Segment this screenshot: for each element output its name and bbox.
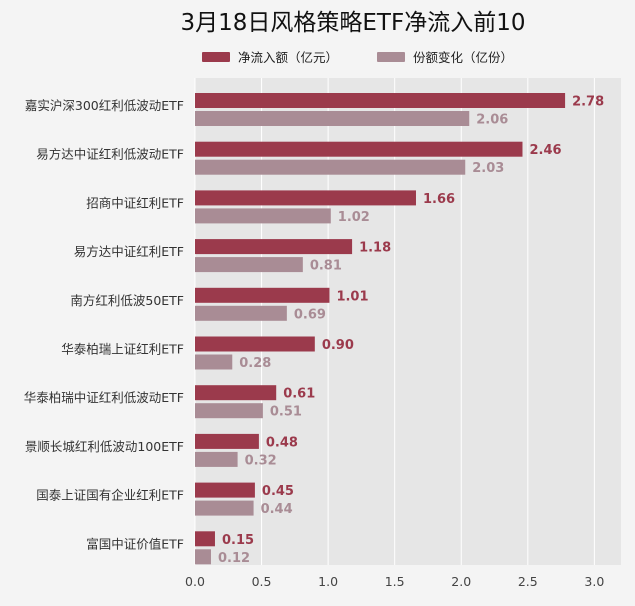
- inflow-value-label-3: 1.18: [359, 241, 391, 256]
- legend-swatch-share: [377, 52, 405, 62]
- inflow-bar-0: [195, 93, 566, 108]
- inflow-value-label-7: 0.48: [266, 435, 298, 450]
- x-tick-label-3: 1.5: [385, 574, 405, 589]
- category-label-6: 华泰柏瑞中证红利低波动ETF: [24, 390, 184, 405]
- inflow-value-label-8: 0.45: [262, 484, 294, 499]
- category-label-4: 南方红利低波50ETF: [70, 293, 184, 308]
- share-bar-4: [195, 305, 287, 321]
- chart-title: 3月18日风格策略ETF净流入前10: [181, 10, 526, 36]
- inflow-bar-5: [195, 336, 315, 352]
- share-value-label-2: 1.02: [338, 210, 370, 225]
- x-tick-label-0: 0.0: [185, 574, 205, 589]
- x-tick-label-4: 2.0: [451, 574, 471, 589]
- x-tick-label-5: 2.5: [518, 574, 538, 589]
- inflow-value-label-9: 0.15: [222, 533, 254, 548]
- share-value-label-9: 0.12: [218, 551, 250, 566]
- share-value-label-8: 0.44: [261, 502, 293, 517]
- share-bar-7: [195, 451, 238, 467]
- share-value-label-4: 0.69: [294, 307, 326, 322]
- category-label-9: 富国中证价值ETF: [86, 536, 184, 551]
- category-label-8: 国泰上证国有企业红利ETF: [36, 488, 184, 503]
- share-value-label-5: 0.28: [239, 356, 271, 371]
- legend-label-share: 份额变化（亿份）: [413, 50, 513, 65]
- legend: 净流入额（亿元） 份额变化（亿份）: [202, 50, 513, 65]
- inflow-value-label-1: 2.46: [529, 143, 561, 158]
- inflow-bar-1: [195, 141, 523, 157]
- share-bar-2: [195, 208, 331, 224]
- inflow-bar-2: [195, 190, 416, 206]
- inflow-bar-6: [195, 385, 277, 401]
- share-value-label-6: 0.51: [270, 405, 302, 420]
- share-bar-0: [195, 111, 470, 126]
- inflow-value-label-5: 0.90: [322, 338, 354, 353]
- category-label-1: 易方达中证红利低波动ETF: [36, 147, 184, 162]
- inflow-value-label-6: 0.61: [283, 387, 315, 402]
- inflow-bar-7: [195, 433, 259, 449]
- x-tick-label-6: 3.0: [584, 574, 604, 589]
- x-tick-label-1: 0.5: [252, 574, 272, 589]
- legend-label-inflow: 净流入额（亿元）: [238, 50, 338, 65]
- category-label-3: 易方达中证红利ETF: [74, 244, 184, 259]
- inflow-value-label-4: 1.01: [336, 289, 368, 304]
- inflow-value-label-0: 2.78: [572, 95, 604, 110]
- plot-area: [195, 78, 621, 565]
- share-bar-6: [195, 403, 263, 419]
- share-bar-8: [195, 500, 254, 516]
- bars: [195, 93, 566, 565]
- x-axis-ticks: 0.0 0.5 1.0 1.5 2.0 2.5 3.0: [185, 574, 604, 589]
- category-label-7: 景顺长城红利低波动100ETF: [25, 439, 184, 454]
- share-bar-5: [195, 354, 233, 370]
- inflow-bar-3: [195, 239, 353, 255]
- share-bar-1: [195, 159, 466, 175]
- share-bar-9: [195, 549, 211, 565]
- share-value-label-7: 0.32: [245, 453, 277, 468]
- share-bar-3: [195, 257, 303, 273]
- inflow-bar-4: [195, 287, 330, 303]
- inflow-value-label-2: 1.66: [423, 192, 455, 207]
- share-value-label-0: 2.06: [476, 113, 508, 128]
- legend-swatch-inflow: [202, 52, 230, 62]
- inflow-bar-8: [195, 482, 255, 498]
- share-value-label-1: 2.03: [472, 161, 504, 176]
- inflow-bar-9: [195, 531, 215, 547]
- category-label-2: 招商中证红利ETF: [86, 195, 184, 210]
- value-labels: 2.78 2.06 2.46 2.03 1.66 1.02 1.18 0.81 1.01 0.69…: [218, 95, 604, 566]
- category-labels: 嘉实沪深300红利低波动ETF 易方达中证红利低波动ETF 招商中证红利ETF 易方达…: [24, 98, 184, 551]
- share-value-label-3: 0.81: [310, 259, 342, 274]
- category-label-5: 华泰柏瑞上证红利ETF: [61, 342, 184, 357]
- category-label-0: 嘉实沪深300红利低波动ETF: [25, 98, 184, 113]
- x-tick-label-2: 1.0: [318, 574, 338, 589]
